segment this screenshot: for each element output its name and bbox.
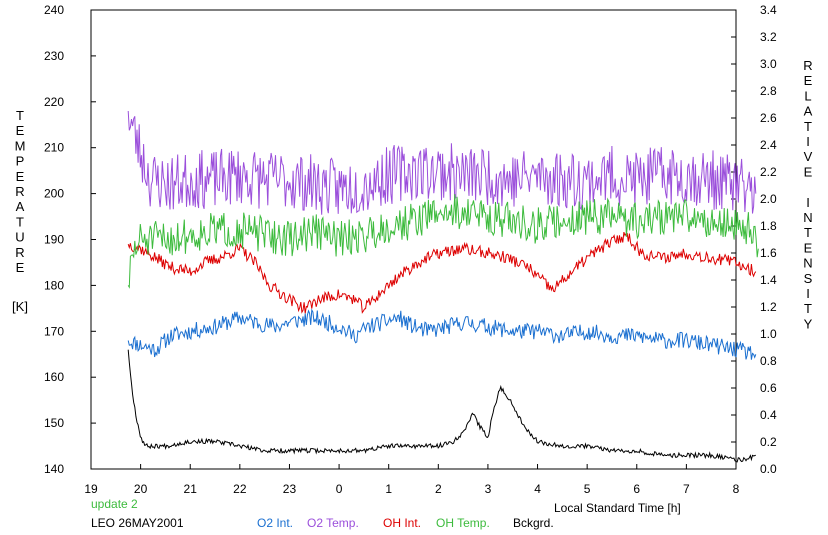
right-tick-label: 0.0	[760, 462, 777, 476]
right-tick-label: 2.6	[760, 111, 777, 125]
x-tick-label: 20	[134, 482, 148, 496]
left-tick-label: 160	[44, 370, 64, 384]
left-tick-label: 180	[44, 278, 64, 292]
left-tick-label: 170	[44, 324, 64, 338]
right-tick-label: 0.2	[760, 435, 777, 449]
right-label-letter: R	[803, 58, 812, 73]
right-tick-label: 2.8	[760, 84, 777, 98]
right-tick-label: 2.2	[760, 165, 777, 179]
right-label-letter: N	[803, 256, 812, 271]
right-tick-label: 1.6	[760, 246, 777, 260]
right-label-letter: I	[806, 134, 810, 149]
left-tick-label: 190	[44, 233, 64, 247]
left-label-letter: E	[16, 169, 25, 184]
right-tick-label: 1.0	[760, 327, 777, 341]
series-line-4	[127, 349, 756, 463]
right-tick-label: 1.8	[760, 219, 777, 233]
left-label-letter: T	[16, 214, 24, 229]
x-tick-label: 1	[385, 482, 392, 496]
right-label-letter: E	[804, 164, 813, 179]
right-label-letter: A	[804, 104, 813, 119]
x-ticks: 19 20 21 22 23 0 1 2 3 4 5 6 7 8	[84, 464, 740, 496]
right-label-letter: T	[804, 119, 812, 134]
left-tick-label: 150	[44, 416, 64, 430]
x-tick-label: 19	[84, 482, 98, 496]
legend-label: O2 Temp.	[307, 516, 359, 530]
series-line-2	[127, 231, 757, 314]
x-tick-label: 8	[733, 482, 740, 496]
right-ticks: 0.0 0.2 0.4 0.6 0.8 1.0 1.2 1.4 1.6 1.8 2.0 2.2 2.4 2…	[731, 3, 777, 476]
x-tick-label: 22	[233, 482, 247, 496]
legend: O2 Int. O2 Temp. OH Int. OH Temp. Bckgrd.	[257, 516, 554, 530]
update-label: update 2	[91, 497, 138, 511]
x-tick-label: 0	[336, 482, 343, 496]
x-tick-label: 21	[184, 482, 198, 496]
right-tick-label: 2.4	[760, 138, 777, 152]
right-label-letter: E	[804, 240, 813, 255]
legend-label: Bckgrd.	[513, 516, 554, 530]
left-tick-label: 140	[44, 462, 64, 476]
left-label-letter: M	[15, 138, 26, 153]
x-tick-label: 3	[485, 482, 492, 496]
left-tick-label: 200	[44, 187, 64, 201]
left-tick-label: 230	[44, 49, 64, 63]
left-ticks: 140 150 160 170 180 190 200 210 220 230 240	[44, 3, 96, 476]
right-tick-label: 3.0	[760, 57, 777, 71]
left-label-letter: E	[16, 260, 25, 275]
left-label-letter: E	[16, 123, 25, 138]
x-tick-label: 6	[633, 482, 640, 496]
left-axis-unit: [K]	[12, 299, 28, 314]
right-tick-label: 3.4	[760, 3, 777, 17]
legend-label: OH Temp.	[436, 516, 490, 530]
right-label-letter: I	[806, 195, 810, 210]
series-line-1	[127, 110, 757, 215]
left-label-letter: R	[15, 245, 24, 260]
x-tick-label: 7	[683, 482, 690, 496]
left-label-letter: U	[15, 230, 24, 245]
x-tick-label: 23	[283, 482, 297, 496]
right-label-letter: L	[804, 88, 811, 103]
right-label-letter: T	[804, 225, 812, 240]
station-label: LEO 26MAY2001	[91, 516, 184, 530]
right-tick-label: 3.2	[760, 30, 777, 44]
left-tick-label: 210	[44, 141, 64, 155]
left-tick-label: 220	[44, 95, 64, 109]
series-line-0	[127, 308, 757, 360]
right-label-letter: Y	[804, 316, 813, 331]
legend-label: OH Int.	[383, 516, 421, 530]
right-label-letter: T	[804, 301, 812, 316]
right-tick-label: 0.6	[760, 381, 777, 395]
left-tick-label: 240	[44, 3, 64, 17]
right-tick-label: 1.4	[760, 273, 777, 287]
left-label-letter: T	[16, 108, 24, 123]
x-axis-title: Local Standard Time [h]	[554, 501, 681, 515]
right-label-letter: V	[804, 149, 813, 164]
right-label-letter: E	[804, 73, 813, 88]
right-label-letter: I	[806, 286, 810, 301]
x-tick-label: 5	[584, 482, 591, 496]
x-tick-label: 2	[435, 482, 442, 496]
right-tick-label: 0.8	[760, 354, 777, 368]
right-tick-label: 0.4	[760, 408, 777, 422]
left-label-letter: R	[15, 184, 24, 199]
right-label-letter: S	[804, 271, 813, 286]
right-tick-label: 2.0	[760, 192, 777, 206]
series-line-3	[127, 194, 759, 289]
right-label-letter: N	[803, 210, 812, 225]
left-label-letter: A	[16, 199, 25, 214]
right-tick-label: 1.2	[760, 300, 777, 314]
x-tick-label: 4	[534, 482, 541, 496]
left-label-letter: P	[16, 154, 25, 169]
series-group	[127, 110, 759, 463]
legend-label: O2 Int.	[257, 516, 293, 530]
